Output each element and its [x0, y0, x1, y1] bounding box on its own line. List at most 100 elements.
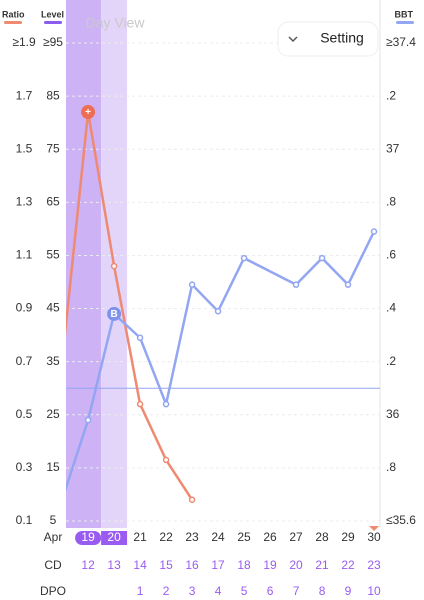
- row-value: 17: [211, 558, 225, 572]
- row-value: 21: [315, 558, 329, 572]
- row-value: 9: [345, 584, 352, 598]
- marker-label: +: [85, 107, 91, 118]
- point: [240, 254, 248, 262]
- point: [60, 359, 65, 364]
- x-tick-label: 25: [237, 530, 251, 544]
- ratio-tick-label: 1.3: [16, 195, 33, 209]
- row-value: 13: [107, 558, 121, 572]
- legend-bbt: BBT: [395, 9, 414, 19]
- ratio-tick-label: 1.7: [16, 88, 33, 102]
- today-marker: [369, 526, 380, 531]
- level-tick-label: 75: [46, 141, 60, 155]
- row-value: 7: [293, 584, 300, 598]
- ratio-tick-label: 0.3: [16, 460, 33, 474]
- row-value: 14: [133, 558, 147, 572]
- x-tick-label: 20: [107, 530, 121, 544]
- point: [162, 456, 170, 464]
- point: [110, 262, 118, 270]
- series-line: [66, 110, 194, 501]
- ratio-tick-label: 1.5: [16, 141, 33, 155]
- x-tick-label: 27: [289, 530, 303, 544]
- series-line: [66, 230, 376, 492]
- level-tick-label: 65: [46, 195, 60, 209]
- point: [188, 281, 196, 288]
- legend-swatch: [396, 21, 414, 24]
- level-tick-label: 25: [46, 407, 60, 421]
- row-value: 5: [241, 584, 248, 598]
- legend-swatch: [44, 21, 62, 24]
- setting-button[interactable]: Setting: [277, 21, 379, 57]
- level-tick-label: 85: [46, 88, 60, 102]
- x-tick-label: 21: [133, 530, 147, 544]
- row-value: 1: [137, 584, 144, 598]
- row-value: 16: [185, 558, 199, 572]
- row-value: 15: [159, 558, 173, 572]
- point: [370, 228, 378, 235]
- row-value: 12: [81, 558, 95, 572]
- bbt-tick-label: .2: [386, 88, 396, 102]
- bbt-tick-label: .8: [386, 195, 396, 209]
- level-tick-label: ≥95: [43, 35, 63, 49]
- row-label: CD: [44, 558, 62, 572]
- ratio-tick-label: ≥1.9: [12, 35, 36, 49]
- x-tick-label: 24: [211, 530, 225, 544]
- point: [188, 496, 196, 504]
- point: [60, 497, 65, 502]
- x-tick-label: 23: [185, 530, 199, 544]
- chevron-icon: [288, 36, 298, 43]
- x-tick-label: 19: [81, 530, 95, 544]
- bbt-tick-label: .6: [386, 248, 396, 262]
- bbt-tick-label: .8: [386, 460, 396, 474]
- x-tick-label: 30: [367, 530, 381, 544]
- ratio-tick-label: 0.5: [16, 407, 33, 421]
- bbt-tick-label: ≥37.4: [386, 35, 416, 49]
- ratio-tick-label: 0.1: [16, 513, 33, 527]
- button-label[interactable]: Setting: [320, 30, 364, 46]
- point: [214, 307, 222, 315]
- bbt-tick-label: 36: [386, 407, 400, 421]
- level-tick-label: 35: [46, 354, 60, 368]
- special-marker: [107, 306, 122, 321]
- row-value: 19: [263, 558, 277, 572]
- legend-swatch: [4, 21, 22, 24]
- level-tick-label: 5: [50, 513, 57, 527]
- bbt-tick-label: ≤35.6: [386, 513, 416, 527]
- point: [162, 400, 170, 408]
- point: [292, 281, 300, 288]
- point: [344, 281, 352, 288]
- date-pill: [101, 531, 128, 545]
- level-tick-label: 45: [46, 301, 60, 315]
- x-tick-label: 26: [263, 530, 277, 544]
- row-value: 8: [319, 584, 326, 598]
- row-label: DPO: [40, 584, 66, 598]
- row-value: 23: [367, 558, 381, 572]
- point: [136, 334, 144, 342]
- point: [136, 400, 144, 408]
- ratio-tick-label: 1.1: [16, 248, 33, 262]
- bbt-tick-label: .2: [386, 354, 396, 368]
- month-label: Apr: [44, 530, 63, 544]
- bbt-tick-label: 37: [386, 141, 400, 155]
- point: [84, 416, 92, 424]
- row-value: 18: [237, 558, 251, 572]
- point: [318, 254, 326, 262]
- level-tick-label: 15: [46, 460, 60, 474]
- row-value: 22: [341, 558, 355, 572]
- row-value: 2: [163, 584, 170, 598]
- legend-level: Level: [41, 9, 64, 19]
- row-value: 3: [189, 584, 196, 598]
- special-marker: [81, 105, 96, 120]
- button-box[interactable]: [277, 21, 379, 57]
- row-value: 4: [215, 584, 222, 598]
- bbt-tick-label: .4: [386, 301, 396, 315]
- ratio-tick-label: 0.7: [16, 354, 33, 368]
- plot: +B: [60, 105, 378, 504]
- x-tick-label: 28: [315, 530, 329, 544]
- legend-ratio: Ratio: [2, 9, 25, 19]
- ratio-tick-label: 0.9: [16, 301, 33, 315]
- x-tick-label: 22: [159, 530, 173, 544]
- view-title: Day View: [86, 15, 146, 31]
- x-tick-label: 29: [341, 530, 355, 544]
- row-value: 20: [289, 558, 303, 572]
- marker-label: B: [110, 309, 117, 320]
